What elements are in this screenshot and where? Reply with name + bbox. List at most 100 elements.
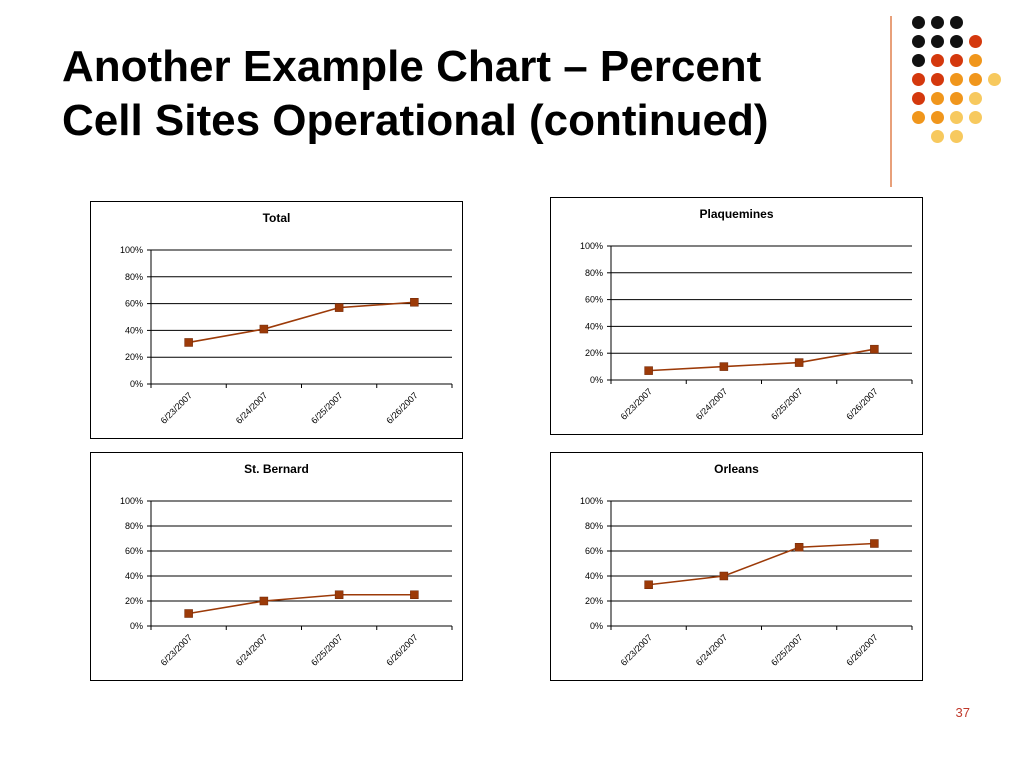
- series-line: [648, 348, 875, 372]
- y-tick-label: 0%: [590, 375, 603, 385]
- decorative-dot: [912, 92, 925, 105]
- chart-title: St. Bernard: [244, 462, 309, 476]
- decorative-dot: [969, 35, 982, 48]
- decorative-dot: [931, 73, 944, 86]
- y-tick-label: 100%: [120, 245, 143, 255]
- decorative-dot: [969, 92, 982, 105]
- decorative-dot: [950, 35, 963, 48]
- x-tick-label: 6/25/2007: [769, 386, 804, 421]
- y-tick-label: 80%: [125, 272, 143, 282]
- data-point: [644, 580, 653, 589]
- y-tick-label: 0%: [130, 379, 143, 389]
- decorative-dot: [931, 54, 944, 67]
- data-point: [870, 539, 879, 548]
- decorative-dot: [912, 35, 925, 48]
- y-tick-label: 20%: [585, 596, 603, 606]
- chart-st-bernard: St. Bernard 0% 20% 40% 60% 80% 100% 6/23/2007 6/…: [90, 452, 463, 681]
- x-tick-label: 6/25/2007: [309, 390, 344, 425]
- decorative-dot: [912, 54, 925, 67]
- y-tick-label: 40%: [125, 325, 143, 335]
- y-tick-label: 20%: [125, 352, 143, 362]
- decorative-dot: [912, 111, 925, 124]
- y-tick-label: 60%: [125, 546, 143, 556]
- data-point: [410, 590, 419, 599]
- x-tick-label: 6/24/2007: [694, 632, 729, 667]
- decorative-dot: [931, 111, 944, 124]
- decorative-dot: [931, 92, 944, 105]
- data-point: [719, 362, 729, 371]
- y-tick-label: 60%: [125, 299, 143, 309]
- y-tick-label: 40%: [585, 321, 603, 331]
- decorative-dot: [969, 111, 982, 124]
- x-tick-label: 6/23/2007: [159, 390, 194, 425]
- decorative-dot: [950, 73, 963, 86]
- y-tick-label: 0%: [130, 621, 143, 631]
- y-tick-label: 40%: [125, 571, 143, 581]
- data-point: [334, 590, 344, 599]
- y-tick-label: 20%: [585, 348, 603, 358]
- decorative-dot: [988, 73, 1001, 86]
- data-point: [644, 366, 653, 375]
- chart-title: Total: [263, 211, 291, 225]
- decorative-dot: [931, 35, 944, 48]
- y-tick-label: 100%: [580, 496, 603, 506]
- y-tick-label: 80%: [585, 521, 603, 531]
- y-tick-label: 80%: [585, 268, 603, 278]
- series-line: [188, 301, 415, 344]
- chart-title: Orleans: [714, 462, 759, 476]
- slide-title: Another Example Chart – Percent Cell Sit…: [62, 40, 882, 148]
- decorative-dot: [950, 92, 963, 105]
- slide-title-line-2: Cell Sites Operational (continued): [62, 96, 769, 145]
- decorative-dot: [912, 73, 925, 86]
- decorative-dot: [931, 130, 944, 143]
- decorative-dot: [950, 16, 963, 29]
- y-tick-label: 100%: [580, 241, 603, 251]
- chart-svg: Total 0% 20% 40% 60% 80% 100% 6/23/2007 6/24/200…: [120, 211, 453, 426]
- x-tick-label: 6/26/2007: [844, 386, 879, 421]
- x-tick-label: 6/23/2007: [619, 632, 654, 667]
- chart-orleans: Orleans 0% 20% 40% 60% 80% 100% 6/23/2007 6/24/2…: [550, 452, 923, 681]
- y-tick-label: 40%: [585, 571, 603, 581]
- y-tick-label: 0%: [590, 621, 603, 631]
- data-point: [870, 344, 879, 354]
- page-number: 37: [955, 705, 970, 720]
- x-tick-label: 6/24/2007: [234, 632, 269, 667]
- y-tick-label: 60%: [585, 546, 603, 556]
- data-point: [719, 571, 729, 581]
- data-point: [334, 303, 344, 312]
- series-line: [188, 593, 415, 615]
- x-tick-label: 6/24/2007: [234, 390, 269, 425]
- y-tick-label: 100%: [120, 496, 143, 506]
- y-tick-label: 80%: [125, 521, 143, 531]
- x-tick-label: 6/23/2007: [619, 386, 654, 421]
- chart-svg: Orleans 0% 20% 40% 60% 80% 100% 6/23/2007 6/24/2…: [580, 462, 913, 668]
- chart-plaquemines: Plaquemines 0% 20% 40% 60% 80% 100% 6/23/2007 6/…: [550, 197, 923, 435]
- y-tick-label: 20%: [125, 596, 143, 606]
- decorative-dot: [969, 54, 982, 67]
- x-tick-label: 6/25/2007: [769, 632, 804, 667]
- data-point: [794, 543, 804, 552]
- chart-svg: St. Bernard 0% 20% 40% 60% 80% 100% 6/23/2007 6/…: [120, 462, 453, 668]
- x-tick-label: 6/25/2007: [309, 632, 344, 667]
- decorative-dot: [950, 111, 963, 124]
- accent-divider-line: [890, 16, 892, 187]
- x-tick-label: 6/26/2007: [384, 390, 419, 425]
- chart-title: Plaquemines: [699, 207, 773, 221]
- data-point: [410, 298, 419, 307]
- x-tick-label: 6/23/2007: [159, 632, 194, 667]
- data-point: [259, 596, 269, 606]
- y-tick-label: 60%: [585, 295, 603, 305]
- chart-total: Total 0% 20% 40% 60% 80% 100% 6/23/2007 6/24/200…: [90, 201, 463, 439]
- data-point: [259, 324, 269, 334]
- data-point: [184, 338, 193, 347]
- data-point: [794, 358, 804, 367]
- x-tick-label: 6/26/2007: [844, 632, 879, 667]
- decorative-dot: [912, 16, 925, 29]
- data-point: [184, 609, 193, 618]
- chart-svg: Plaquemines 0% 20% 40% 60% 80% 100% 6/23/2007 6/…: [580, 207, 913, 422]
- series-line: [648, 542, 875, 586]
- decorative-dot: [950, 54, 963, 67]
- decorative-dot: [931, 16, 944, 29]
- x-tick-label: 6/26/2007: [384, 632, 419, 667]
- slide-title-line-1: Another Example Chart – Percent: [62, 42, 762, 91]
